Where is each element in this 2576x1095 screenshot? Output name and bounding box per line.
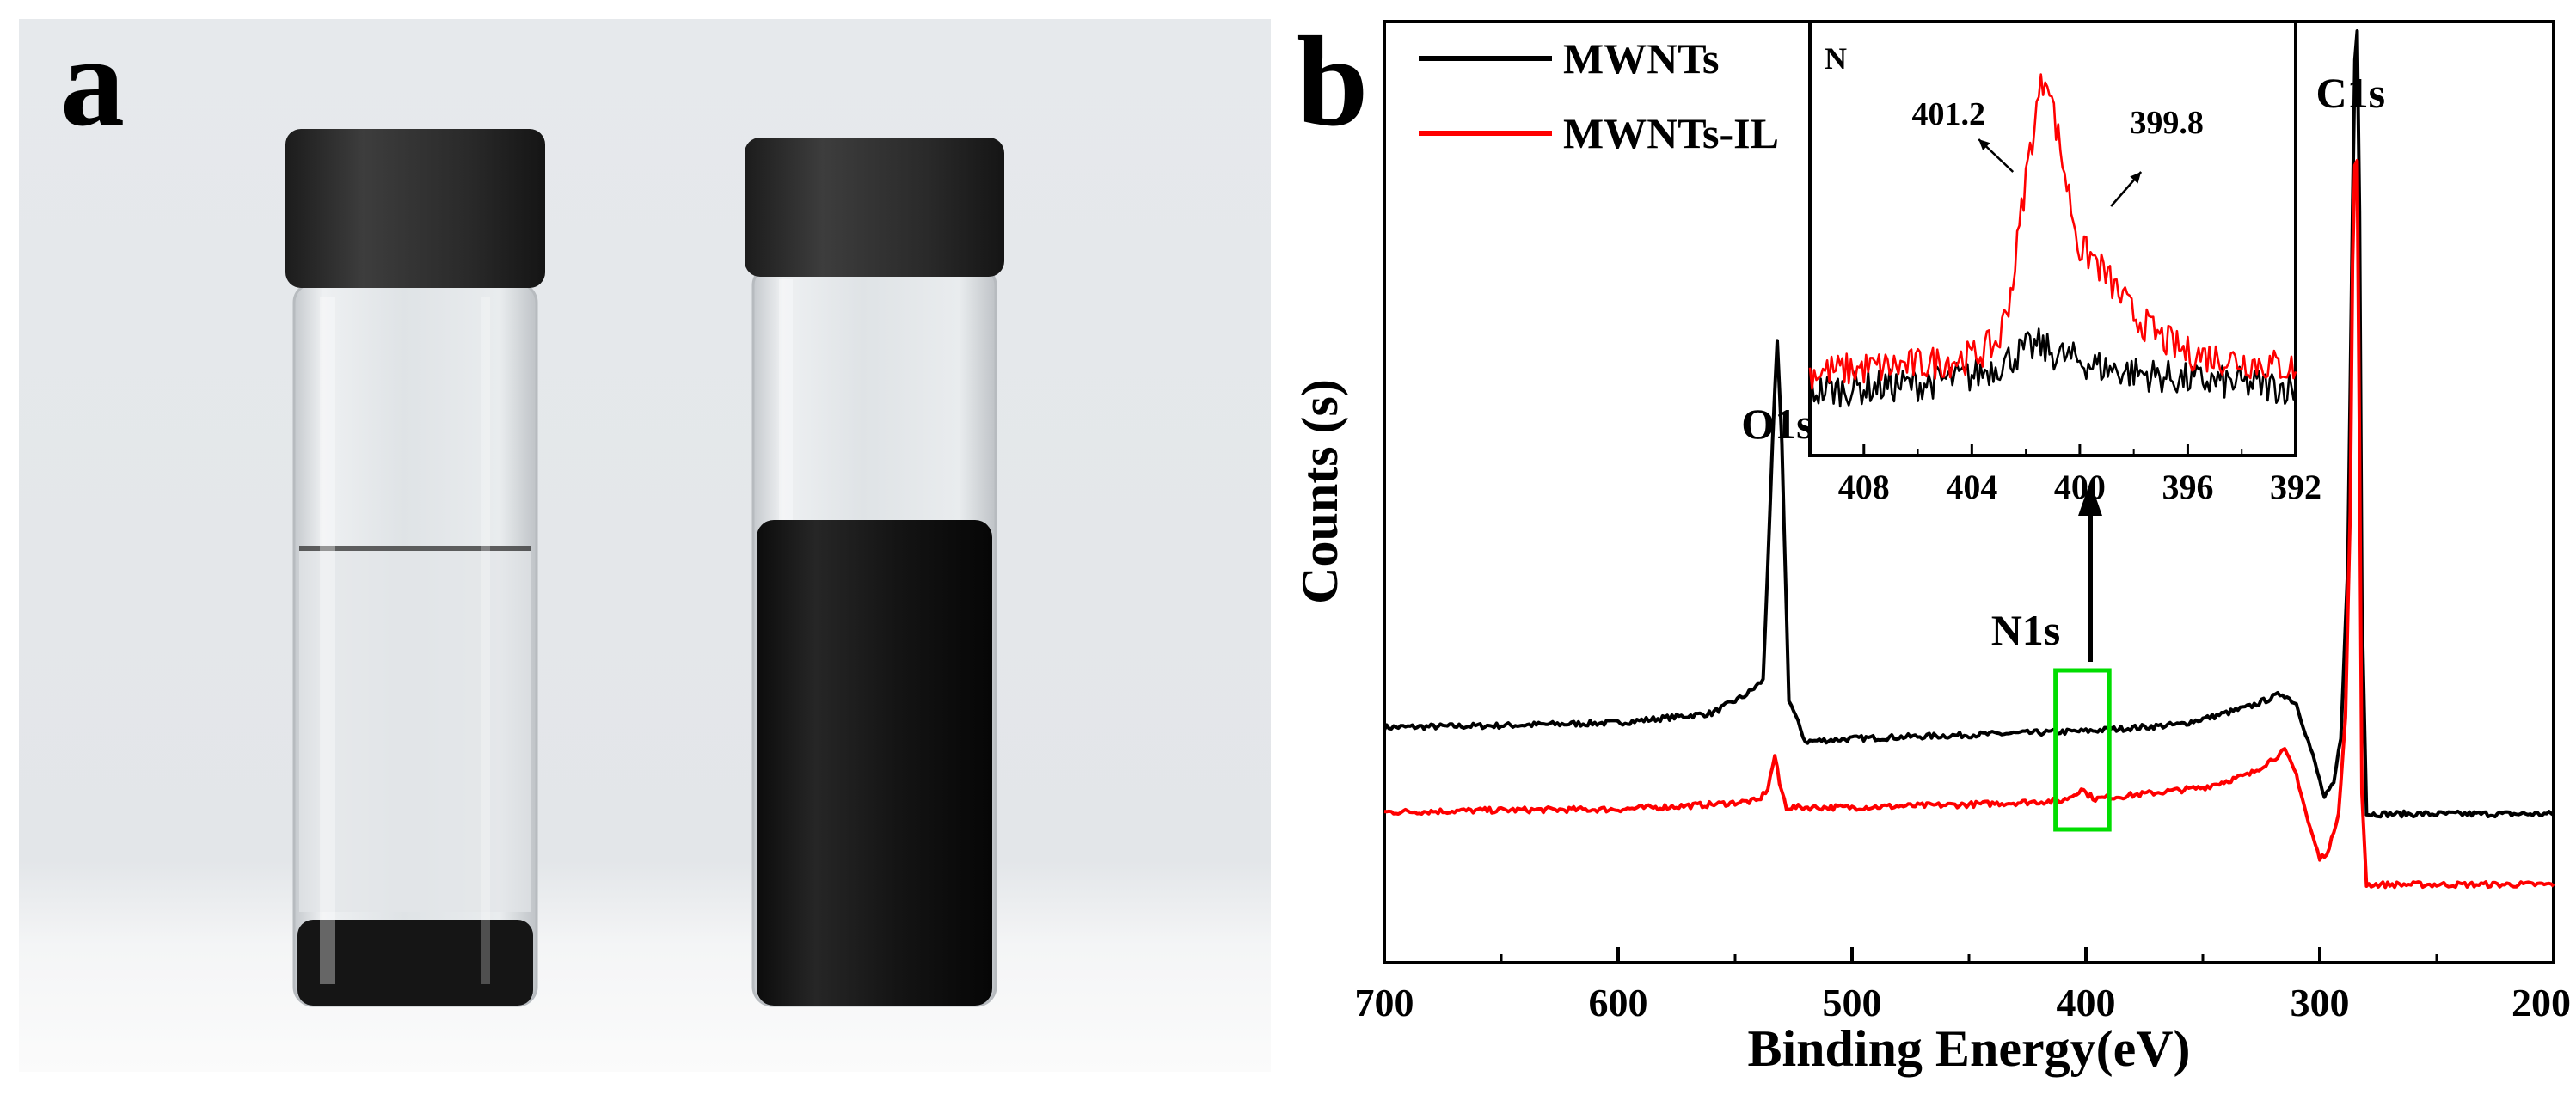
inset-x-tick-label-404: 404 xyxy=(1946,468,1997,506)
x-axis-label: Binding Energy(eV) xyxy=(1747,1020,2190,1077)
xps-chart: b 700 600 500 400 300 200 Binding Energy(eV) … xyxy=(1291,10,2571,1077)
x-tick-label-500: 500 xyxy=(1823,981,1882,1025)
inset-corner-label: N xyxy=(1825,41,1847,76)
photo-background xyxy=(19,19,1271,1072)
inset-x-tick-label-408: 408 xyxy=(1838,468,1890,506)
vial-right-cap xyxy=(745,138,1004,277)
series-line-mwnts xyxy=(1383,29,2555,819)
inset-series-line-red xyxy=(1808,73,2297,390)
c1s-annotation: C1s xyxy=(2316,69,2386,117)
vial-left-cap xyxy=(285,129,545,288)
legend-label-mwnts: MWNTs xyxy=(1563,34,1720,83)
n1s-arrow xyxy=(2078,481,2102,662)
main-x-axis: 700 600 500 400 300 200 xyxy=(1355,947,2571,1025)
inset-x-tick-label-396: 396 xyxy=(2162,468,2213,506)
inset-peak-label-401-2: 401.2 xyxy=(1911,96,1985,132)
chart-panel: b 700 600 500 400 300 200 Binding Energy(eV) … xyxy=(1290,0,2576,1091)
legend: MWNTs MWNTs-IL xyxy=(1419,34,1779,157)
o1s-annotation: O1s xyxy=(1741,400,1812,448)
series-line-mwnts-il xyxy=(1383,159,2555,890)
inset-x-tick-label-400: 400 xyxy=(2054,468,2106,506)
x-tick-label-600: 600 xyxy=(1589,981,1648,1025)
x-tick-label-700: 700 xyxy=(1355,981,1414,1025)
inset-series-group xyxy=(1808,73,2297,408)
panel-b-label: b xyxy=(1297,10,1368,153)
vial-right xyxy=(745,138,1004,1007)
main-series-group xyxy=(1383,29,2555,890)
n1s-annotation: N1s xyxy=(1991,606,2061,654)
x-tick-label-400: 400 xyxy=(2057,981,2116,1025)
photo-panel: a xyxy=(0,0,1290,1091)
vial-left xyxy=(285,129,545,1007)
vial-left-sediment xyxy=(297,920,533,1006)
inset-arrow-399-8-head xyxy=(2130,172,2142,184)
x-tick-label-300: 300 xyxy=(2291,981,2350,1025)
inset-arrow-401-2-head xyxy=(1978,139,1990,151)
x-tick-label-200: 200 xyxy=(2512,981,2571,1025)
inset-x-tick-label-392: 392 xyxy=(2270,468,2321,506)
y-axis-label: Counts (s) xyxy=(1291,379,1348,604)
inset-peak-label-399-8: 399.8 xyxy=(2130,105,2204,141)
vial-right-dispersion xyxy=(757,520,992,1006)
n1s-highlight-box xyxy=(2053,668,2112,832)
panel-a-label: a xyxy=(60,10,125,153)
inset-x-axis: 408 404 400 396 392 xyxy=(1838,444,2321,506)
inset-series-line-black xyxy=(1808,327,2297,408)
legend-label-mwnts-il: MWNTs-IL xyxy=(1563,109,1779,157)
inset-peak-arrows xyxy=(1978,138,2143,207)
vials-photo: a xyxy=(19,10,1271,1072)
n1s-arrow-head xyxy=(2078,481,2102,516)
